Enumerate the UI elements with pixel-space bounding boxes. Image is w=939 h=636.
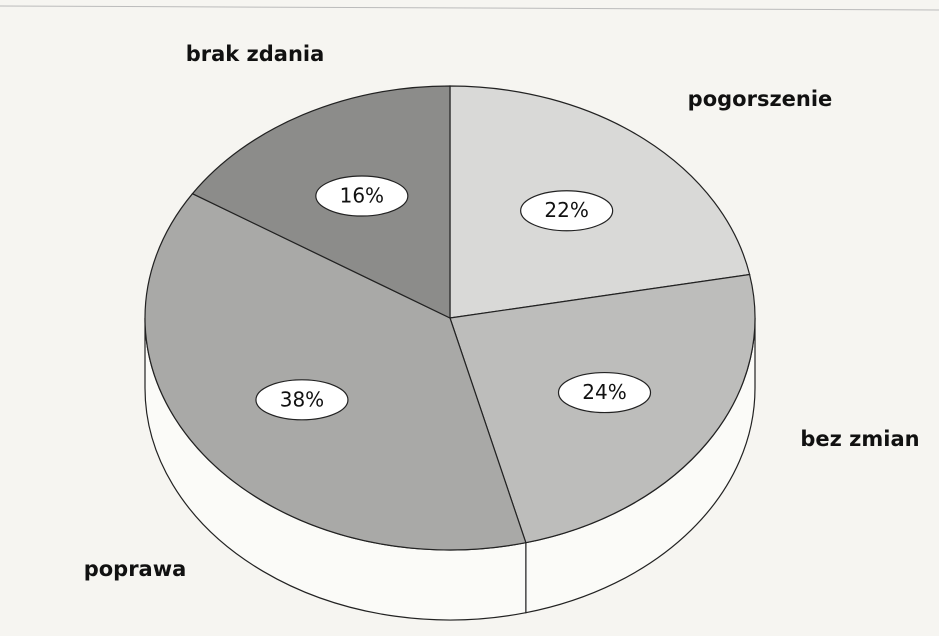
scan-line [0, 5, 939, 11]
category-label: brak zdania [186, 42, 325, 66]
value-label: 16% [340, 184, 384, 208]
category-label: bez zmian [800, 427, 919, 451]
value-label-bubble [315, 175, 409, 217]
value-label-bubble [557, 371, 652, 414]
value-label: 38% [280, 387, 324, 411]
value-label-bubble [255, 379, 349, 421]
pie-slice [144, 192, 527, 551]
category-label: pogorszenie [688, 87, 833, 111]
value-label: 24% [582, 380, 626, 404]
value-label: 22% [544, 198, 588, 222]
category-label: poprawa [84, 557, 187, 581]
value-label-bubble [520, 190, 614, 232]
